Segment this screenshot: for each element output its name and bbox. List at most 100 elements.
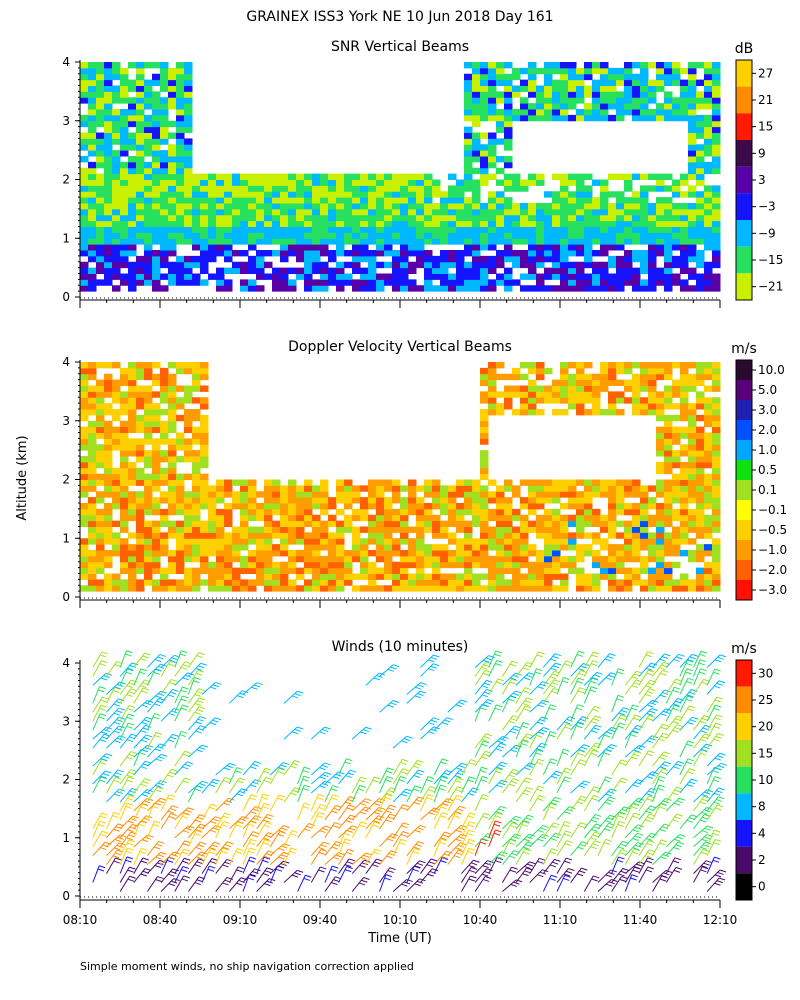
heatmap-cell: [568, 191, 577, 198]
heatmap-cell: [104, 403, 113, 410]
wind-barb-shaft: [228, 848, 238, 865]
heatmap-cell: [264, 273, 273, 280]
heatmap-cell: [152, 550, 161, 557]
heatmap-cell: [704, 114, 713, 122]
heatmap-cell: [600, 250, 609, 257]
wind-barb-feather: [114, 852, 122, 856]
wind-barb-feather: [196, 691, 204, 695]
heatmap-cell: [504, 79, 513, 86]
wind-barb: [242, 856, 257, 874]
heatmap-cell: [120, 85, 129, 92]
wind-barb-feather: [154, 734, 161, 738]
heatmap-cell: [544, 514, 553, 522]
heatmap-cell: [608, 585, 617, 592]
heatmap-cell: [568, 261, 577, 269]
heatmap-cell: [392, 179, 401, 186]
heatmap-cell: [120, 420, 129, 428]
wind-barb-feather: [330, 868, 337, 872]
heatmap-cell: [128, 261, 137, 269]
heatmap-cell: [456, 479, 465, 486]
heatmap-cell: [400, 555, 409, 563]
wind-barbs: [92, 650, 728, 892]
heatmap-cell: [640, 73, 649, 81]
heatmap-cell: [344, 567, 353, 574]
heatmap-cell: [304, 214, 313, 222]
heatmap-cell: [120, 397, 129, 404]
heatmap-cell: [352, 585, 361, 592]
heatmap-cell: [664, 538, 673, 545]
heatmap-cell: [616, 273, 625, 280]
wind-barb-feather: [290, 833, 297, 837]
heatmap-cell: [272, 267, 281, 274]
heatmap-cell: [200, 497, 209, 504]
heatmap-cell: [592, 555, 601, 563]
heatmap-cell: [472, 555, 481, 563]
heatmap-cell: [568, 238, 577, 245]
heatmap-cell: [336, 508, 345, 516]
heatmap-cell: [592, 238, 601, 245]
heatmap-cell: [352, 508, 361, 516]
heatmap-cell: [696, 220, 705, 227]
heatmap-cell: [440, 191, 449, 198]
wind-barb-feather: [278, 865, 285, 869]
heatmap-cell: [96, 456, 105, 463]
heatmap-cell: [552, 79, 561, 86]
wind-barb: [351, 806, 372, 821]
heatmap-cell: [144, 456, 153, 463]
heatmap-cell: [312, 579, 321, 586]
heatmap-cell: [336, 250, 345, 257]
heatmap-cell: [584, 226, 593, 233]
heatmap-cell: [632, 526, 641, 533]
heatmap-cell: [264, 544, 273, 551]
heatmap-cell: [664, 109, 673, 116]
heatmap-cell: [80, 520, 89, 527]
heatmap-cell: [560, 532, 569, 539]
heatmap-cell: [240, 532, 249, 539]
heatmap-cell: [632, 197, 641, 204]
wind-barb: [256, 802, 271, 821]
heatmap-cell: [624, 261, 633, 269]
heatmap-cell: [600, 85, 609, 92]
heatmap-cell: [560, 226, 569, 233]
heatmap-cell: [320, 508, 329, 516]
heatmap-cell: [640, 567, 649, 574]
wind-barb-shaft: [160, 734, 174, 749]
heatmap-cell: [184, 526, 193, 533]
heatmap-cell: [272, 220, 281, 227]
heatmap-cell: [272, 520, 281, 527]
heatmap-cell: [336, 561, 345, 569]
heatmap-cell: [368, 538, 377, 545]
heatmap-cell: [592, 62, 601, 69]
heatmap-cell: [96, 173, 105, 180]
heatmap-cell: [360, 497, 369, 504]
heatmap-cell: [416, 579, 425, 586]
heatmap-cell: [152, 497, 161, 504]
wind-barb-feather: [188, 825, 195, 829]
heatmap-cell: [88, 426, 97, 433]
heatmap-cell: [120, 73, 129, 81]
heatmap-cell: [128, 179, 137, 186]
heatmap-cell: [160, 255, 169, 263]
wind-barb-feather: [264, 839, 271, 842]
heatmap-cell: [472, 144, 481, 151]
heatmap-cell: [384, 479, 393, 486]
wind-barb-feather: [277, 797, 284, 801]
heatmap-cell: [560, 73, 569, 81]
heatmap-cell: [552, 97, 561, 104]
heatmap-cell: [624, 385, 633, 392]
heatmap-cell: [648, 250, 657, 257]
heatmap-cell: [408, 497, 417, 504]
heatmap-cell: [656, 520, 665, 527]
wind-barb: [269, 860, 290, 874]
heatmap-cell: [320, 250, 329, 257]
heatmap-cell: [88, 250, 97, 257]
wind-barb-feather: [358, 882, 366, 886]
heatmap-cell: [208, 197, 217, 204]
heatmap-cell: [120, 579, 129, 586]
wind-barb-feather: [182, 830, 190, 834]
heatmap-cell: [240, 567, 249, 574]
heatmap-cell: [656, 426, 665, 433]
heatmap-cell: [240, 250, 249, 257]
heatmap-cell: [240, 267, 249, 274]
heatmap-cell: [712, 185, 721, 192]
